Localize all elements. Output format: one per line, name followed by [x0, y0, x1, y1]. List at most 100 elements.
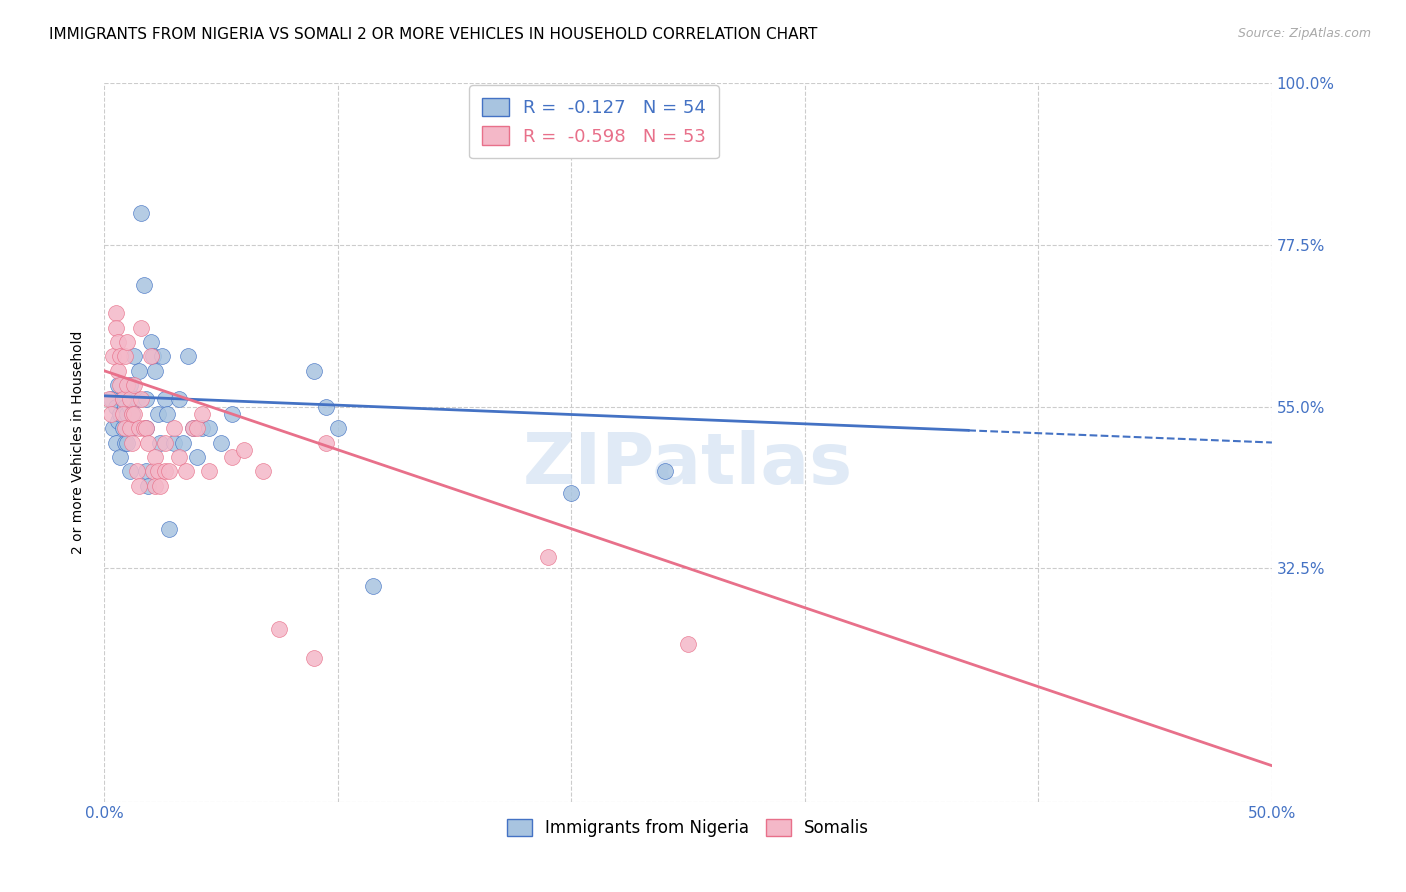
Point	[177, 349, 200, 363]
Point	[110, 378, 132, 392]
Point	[117, 334, 139, 349]
Point	[654, 464, 676, 478]
Point	[560, 485, 582, 500]
Point	[124, 407, 146, 421]
Text: Source: ZipAtlas.com: Source: ZipAtlas.com	[1237, 27, 1371, 40]
Point	[221, 450, 243, 464]
Point	[118, 392, 141, 407]
Point	[118, 464, 141, 478]
Point	[114, 349, 136, 363]
Point	[132, 421, 155, 435]
Point	[145, 478, 167, 492]
Text: IMMIGRANTS FROM NIGERIA VS SOMALI 2 OR MORE VEHICLES IN HOUSEHOLD CORRELATION CH: IMMIGRANTS FROM NIGERIA VS SOMALI 2 OR M…	[49, 27, 817, 42]
Point	[149, 435, 172, 450]
Point	[252, 464, 274, 478]
Point	[157, 522, 180, 536]
Point	[153, 464, 176, 478]
Y-axis label: 2 or more Vehicles in Household: 2 or more Vehicles in Household	[72, 331, 86, 554]
Point	[150, 349, 173, 363]
Point	[121, 407, 143, 421]
Point	[146, 407, 169, 421]
Point	[221, 407, 243, 421]
Point	[124, 349, 146, 363]
Point	[149, 478, 172, 492]
Point	[156, 407, 179, 421]
Legend: Immigrants from Nigeria, Somalis: Immigrants from Nigeria, Somalis	[501, 812, 876, 844]
Point	[100, 392, 122, 407]
Point	[103, 421, 125, 435]
Point	[117, 435, 139, 450]
Point	[107, 378, 129, 392]
Point	[153, 392, 176, 407]
Point	[191, 421, 214, 435]
Point	[139, 334, 162, 349]
Point	[172, 435, 194, 450]
Point	[135, 421, 157, 435]
Point	[145, 364, 167, 378]
Point	[97, 392, 120, 407]
Point	[326, 421, 349, 435]
Point	[302, 364, 325, 378]
Point	[145, 450, 167, 464]
Point	[107, 414, 129, 428]
Point	[103, 349, 125, 363]
Point	[121, 421, 143, 435]
Point	[167, 450, 190, 464]
Point	[128, 478, 150, 492]
Point	[114, 435, 136, 450]
Point	[163, 421, 186, 435]
Point	[110, 407, 132, 421]
Point	[118, 400, 141, 414]
Point	[100, 407, 122, 421]
Point	[121, 407, 143, 421]
Point	[117, 378, 139, 392]
Point	[181, 421, 204, 435]
Point	[138, 435, 160, 450]
Point	[114, 421, 136, 435]
Point	[135, 464, 157, 478]
Point	[315, 435, 337, 450]
Point	[104, 320, 127, 334]
Point	[125, 392, 148, 407]
Point	[114, 400, 136, 414]
Point	[233, 442, 256, 457]
Point	[146, 464, 169, 478]
Point	[111, 392, 134, 407]
Point	[125, 464, 148, 478]
Point	[537, 550, 560, 565]
Point	[104, 306, 127, 320]
Point	[361, 579, 384, 593]
Point	[121, 435, 143, 450]
Point	[107, 364, 129, 378]
Point	[131, 205, 153, 219]
Point	[163, 435, 186, 450]
Point	[111, 407, 134, 421]
Point	[117, 407, 139, 421]
Point	[198, 464, 221, 478]
Point	[198, 421, 221, 435]
Point	[124, 378, 146, 392]
Point	[315, 400, 337, 414]
Point	[186, 450, 208, 464]
Point	[676, 637, 699, 651]
Point	[269, 622, 291, 636]
Point	[104, 400, 127, 414]
Point	[181, 421, 204, 435]
Point	[191, 407, 214, 421]
Point	[131, 320, 153, 334]
Point	[132, 277, 155, 292]
Point	[118, 421, 141, 435]
Point	[135, 421, 157, 435]
Point	[128, 364, 150, 378]
Point	[186, 421, 208, 435]
Point	[139, 349, 162, 363]
Point	[111, 421, 134, 435]
Point	[302, 651, 325, 665]
Point	[131, 392, 153, 407]
Text: ZIPatlas: ZIPatlas	[523, 430, 853, 499]
Point	[142, 464, 165, 478]
Point	[110, 349, 132, 363]
Point	[128, 421, 150, 435]
Point	[138, 478, 160, 492]
Point	[209, 435, 232, 450]
